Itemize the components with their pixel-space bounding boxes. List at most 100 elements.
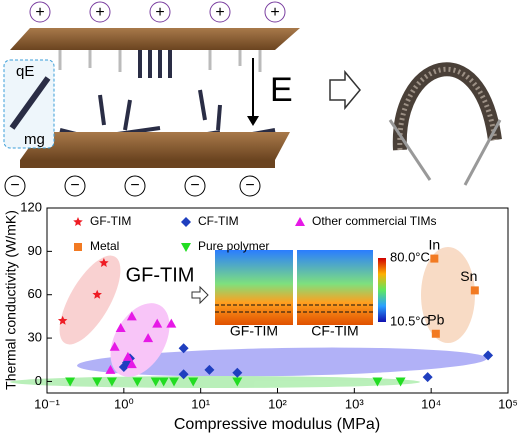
field-label: E [270, 71, 293, 109]
legend-marker [73, 217, 83, 227]
plus-charge: + [155, 4, 164, 21]
point [431, 329, 440, 338]
legend-marker [181, 243, 191, 252]
charge-circle [184, 175, 206, 197]
plus-charge: + [35, 4, 44, 21]
point [99, 257, 109, 267]
y-tick-label: 60 [28, 286, 42, 301]
minus-charge: − [70, 177, 79, 194]
y-tick-label: 30 [28, 330, 42, 345]
process-arrow [329, 69, 361, 111]
point [92, 377, 103, 387]
point [115, 322, 126, 332]
point [178, 369, 189, 380]
charge-circle [264, 1, 286, 23]
x-tick-label: 10⁴ [421, 396, 441, 411]
charge-circle [239, 175, 261, 197]
point [106, 377, 117, 387]
point [122, 351, 133, 361]
point [470, 286, 479, 295]
point [232, 367, 243, 378]
point [188, 377, 199, 387]
heatmap-inset: 80.0°C 10.5°C GF-TIM CF-TIM [191, 249, 430, 339]
charge-circle [149, 1, 171, 23]
top-plate [10, 28, 300, 50]
max-temp: 80.0°C [390, 249, 430, 264]
charge-circle [89, 1, 111, 23]
x-tick-label: 10³ [345, 396, 364, 411]
top-fibers [58, 50, 262, 72]
legend-label: Metal [90, 239, 119, 253]
photo-texture [397, 66, 498, 151]
point [57, 315, 68, 325]
bottom-plate [20, 132, 290, 160]
photo-sample [392, 62, 502, 151]
x-tick-label: 10⁰ [114, 396, 134, 411]
point [150, 377, 161, 387]
inset-left-label: GF-TIM [230, 323, 278, 339]
point [152, 318, 163, 328]
x-tick-label: 10⁵ [498, 396, 518, 411]
charge-circle [29, 1, 51, 23]
min-temp: 10.5°C [390, 313, 430, 328]
point [430, 254, 439, 263]
minus-charge: − [190, 177, 199, 194]
tweezer [463, 119, 502, 186]
charge-circle [124, 175, 146, 197]
point [178, 343, 189, 354]
plus-charge: + [270, 4, 279, 21]
point-label: In [429, 236, 441, 252]
x-tick-label: 10¹ [191, 396, 210, 411]
y-axis-label: Thermal conductivity (W/mK) [3, 210, 19, 390]
legend-marker [74, 243, 82, 251]
point [92, 289, 102, 299]
charge-circle [209, 1, 231, 23]
legend-label: GF-TIM [90, 214, 131, 228]
point [158, 377, 169, 387]
point [372, 377, 383, 387]
electric-force: qE [16, 63, 34, 80]
plate-edge [20, 160, 275, 168]
plus-charge: + [95, 4, 104, 21]
legend-label: Other commercial TIMs [312, 214, 436, 228]
schematic: E qE mg [3, 28, 502, 186]
point [126, 359, 137, 369]
charge-circle [64, 175, 86, 197]
point [65, 377, 76, 387]
y-tick-label: 120 [20, 199, 42, 214]
charge-circle [4, 175, 26, 197]
y-tick-label: 90 [28, 243, 42, 258]
plus-charge: + [215, 4, 224, 21]
x-axis-label: Compressive modulus (MPa) [174, 416, 380, 433]
point [166, 318, 177, 328]
field-arrowhead [247, 116, 259, 126]
legend-marker [295, 217, 305, 226]
fiber-detail [9, 76, 51, 130]
point [395, 377, 406, 387]
minus-charge: − [10, 177, 19, 194]
gravity-force: mg [24, 131, 45, 148]
region-ellipses [10, 247, 487, 388]
point [105, 364, 116, 374]
point-label: Pb [427, 311, 444, 327]
point-label: Sn [460, 268, 477, 284]
minus-charge: − [245, 177, 254, 194]
legend-label: CF-TIM [198, 214, 239, 228]
minus-charge: − [130, 177, 139, 194]
legend-label: Pure polymer [198, 239, 269, 253]
point [169, 377, 180, 387]
inset-right-label: CF-TIM [311, 323, 358, 339]
point [126, 311, 137, 321]
point [422, 372, 433, 383]
point [483, 350, 494, 361]
x-tick-label: 10⁻¹ [34, 396, 60, 411]
point [143, 333, 154, 343]
point [109, 341, 120, 351]
point [204, 364, 215, 375]
inset-arrow [191, 285, 209, 305]
tweezer [388, 119, 432, 181]
point [232, 377, 243, 387]
x-tick-label: 10² [268, 396, 287, 411]
annotation: GF-TIM [126, 264, 195, 286]
